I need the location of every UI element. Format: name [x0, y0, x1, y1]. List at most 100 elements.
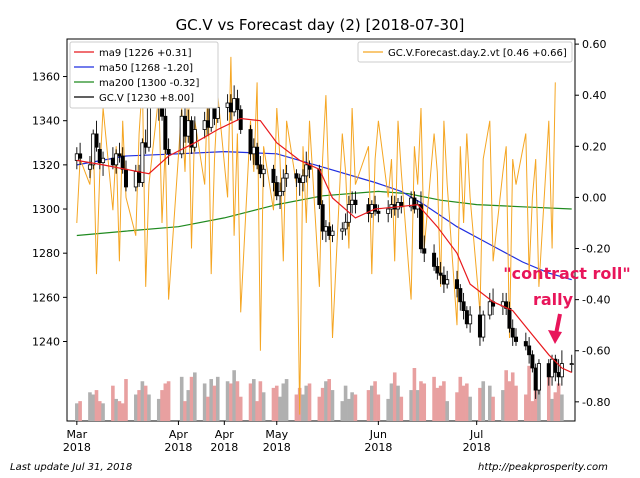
y-axis-left: 1240 1260 1280 1300 1320 1340 1360	[32, 71, 67, 349]
candle-body	[418, 204, 423, 250]
volume-bar	[232, 370, 236, 421]
volume-bar	[370, 385, 374, 421]
candle-body	[461, 301, 466, 311]
volume-bar	[530, 401, 535, 421]
volume-bar	[94, 390, 99, 421]
x-tick-label-year: 2018	[364, 441, 392, 454]
candle	[300, 169, 305, 192]
candle	[435, 257, 440, 280]
candle-body	[137, 171, 142, 183]
volume-bar	[350, 392, 354, 421]
candle-body	[143, 142, 148, 148]
candle-body	[251, 146, 256, 155]
volume-bar	[317, 396, 322, 421]
candle	[481, 310, 486, 342]
candle-body	[343, 221, 348, 230]
volume-bar	[396, 385, 400, 421]
candle-body	[133, 171, 138, 188]
volume-bar	[353, 394, 358, 421]
candle	[527, 337, 532, 364]
x-tick-label-month: Mar	[66, 428, 87, 441]
candle-body	[438, 272, 443, 276]
candle-body	[140, 142, 145, 183]
volume-bar	[340, 401, 345, 421]
footer-url[interactable]: http://peakprosperity.com	[478, 462, 608, 473]
volume-bar	[212, 385, 217, 421]
candle-body	[278, 190, 283, 197]
legend-right: GC.V.Forecast.day.2.vt [0.46 +0.66]	[357, 41, 573, 63]
candle-body	[327, 226, 332, 236]
y-left-tick-label: 1260	[32, 291, 60, 304]
candle-body	[123, 168, 128, 188]
candle	[373, 195, 378, 216]
candle	[504, 292, 509, 316]
candle	[514, 328, 519, 346]
candle-body	[202, 120, 207, 130]
x-tick-label-month: Apr	[215, 428, 235, 441]
volume-bar	[461, 385, 466, 421]
candle-body	[445, 279, 450, 285]
candle	[487, 292, 492, 320]
volume-bar	[134, 394, 138, 421]
volume-bar	[324, 381, 328, 421]
candle-body	[166, 149, 171, 155]
candle	[376, 204, 381, 223]
annotation-contract-roll: "contract roll" rally	[503, 264, 631, 344]
candle-body	[294, 173, 299, 179]
candle-body	[215, 107, 220, 119]
candle-body	[441, 274, 446, 285]
volume-bar	[252, 379, 256, 421]
candle	[461, 292, 466, 320]
ma9-line	[76, 117, 572, 373]
candle	[458, 284, 463, 311]
volume-bar	[101, 403, 105, 421]
volume-bar	[376, 394, 381, 421]
candle	[340, 222, 345, 240]
y-right-tick-label: 0.60	[582, 38, 607, 51]
volume-bar	[432, 376, 436, 421]
volume-bar	[524, 394, 528, 421]
candle-body	[300, 175, 305, 183]
candle-body	[386, 208, 391, 214]
volume-bar	[143, 385, 148, 421]
candle	[140, 138, 145, 187]
candle-body	[523, 341, 528, 347]
volume-bar	[278, 396, 282, 421]
candle-body	[297, 177, 302, 183]
candle-body	[481, 314, 486, 338]
volume-bar	[189, 376, 194, 421]
volume-bar	[294, 394, 299, 421]
x-axis: Mar2018Apr2018Apr2018May2018Jun2018Jul20…	[63, 421, 491, 454]
annotation-line2: rally	[533, 290, 574, 309]
volume-bar	[156, 398, 161, 421]
volume-bar	[235, 381, 240, 421]
candle	[523, 332, 528, 351]
candle	[278, 182, 283, 210]
y-right-tick-label: 0.00	[582, 191, 607, 204]
candle-body	[487, 301, 492, 316]
volume-bar	[419, 381, 423, 421]
forecast-line	[76, 56, 556, 415]
y-right-tick-label: -0.60	[582, 345, 610, 358]
candle-body	[340, 228, 345, 232]
volume-bar	[124, 379, 128, 421]
volume-bar	[415, 390, 420, 421]
volume-bar	[392, 372, 397, 421]
volume-bar	[386, 398, 390, 421]
candle-body	[320, 204, 325, 232]
candle-body	[432, 252, 437, 267]
y-right-tick-label: -0.80	[582, 396, 610, 409]
volume-bar	[320, 387, 325, 421]
legend-label-ma9: ma9 [1226 +0.31]	[99, 48, 192, 59]
candle-body	[317, 168, 322, 206]
annotation-arrow-head	[548, 330, 562, 344]
candle-body	[376, 210, 381, 214]
candle-body	[514, 336, 519, 342]
candle-body	[553, 358, 558, 373]
legend-label-ma50: ma50 [1268 -1.20]	[99, 63, 193, 74]
legend-label-ma200: ma200 [1300 -0.32]	[99, 78, 200, 89]
volume-bar	[137, 390, 141, 421]
volume-bar	[284, 379, 289, 421]
candle-body	[455, 279, 460, 289]
